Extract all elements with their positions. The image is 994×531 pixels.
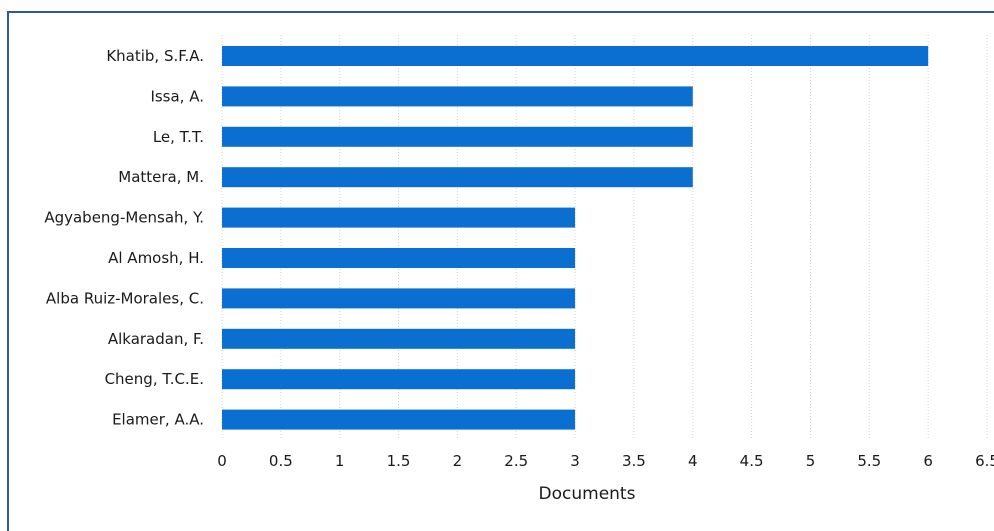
category-label: Issa, A. (150, 87, 204, 105)
bar (222, 369, 576, 390)
x-tick-label: 5 (806, 452, 816, 470)
bar (222, 288, 576, 309)
bar (222, 46, 929, 66)
x-tick-label: 2 (453, 452, 463, 470)
x-tick-label: 0.5 (269, 452, 293, 470)
x-tick-label: 4 (688, 452, 698, 470)
x-tick-label: 3 (570, 452, 580, 470)
bar (222, 248, 576, 268)
bar (222, 167, 693, 188)
x-tick-label: 1.5 (387, 452, 411, 470)
bar (222, 207, 576, 228)
x-tick-label: 5.5 (857, 452, 881, 470)
category-label: Agyabeng-Mensah, Y. (44, 209, 204, 227)
category-label: Elamer, A.A. (112, 411, 204, 429)
x-tick-label: 6 (923, 452, 933, 470)
x-tick-label: 2.5 (504, 452, 528, 470)
category-label: Alba Ruiz-Morales, C. (46, 289, 204, 307)
x-tick-label: 6.5 (975, 452, 994, 470)
x-axis-title: Documents (539, 484, 636, 504)
category-label: Khatib, S.F.A. (106, 47, 204, 65)
category-label: Alkaradan, F. (108, 330, 204, 348)
x-tick-label: 3.5 (622, 452, 646, 470)
x-tick-label: 4.5 (740, 452, 764, 470)
x-tick-label: 1 (335, 452, 345, 470)
x-tick-label: 0 (217, 452, 227, 470)
category-labels: Khatib, S.F.A. Issa, A. Le, T.T. Mattera, M… (44, 47, 204, 429)
category-label: Le, T.T. (153, 128, 204, 146)
category-label: Cheng, T.C.E. (105, 370, 204, 388)
bar (222, 86, 693, 107)
bar (222, 409, 576, 430)
category-label: Al Amosh, H. (108, 249, 204, 267)
bar (222, 328, 576, 349)
bar (222, 126, 693, 147)
category-label: Mattera, M. (118, 168, 204, 186)
x-tick-labels: 0 0.5 1 1.5 2 2.5 3 3.5 4 4.5 5 5.5 6 6.5 (217, 452, 994, 470)
bars (222, 46, 929, 430)
